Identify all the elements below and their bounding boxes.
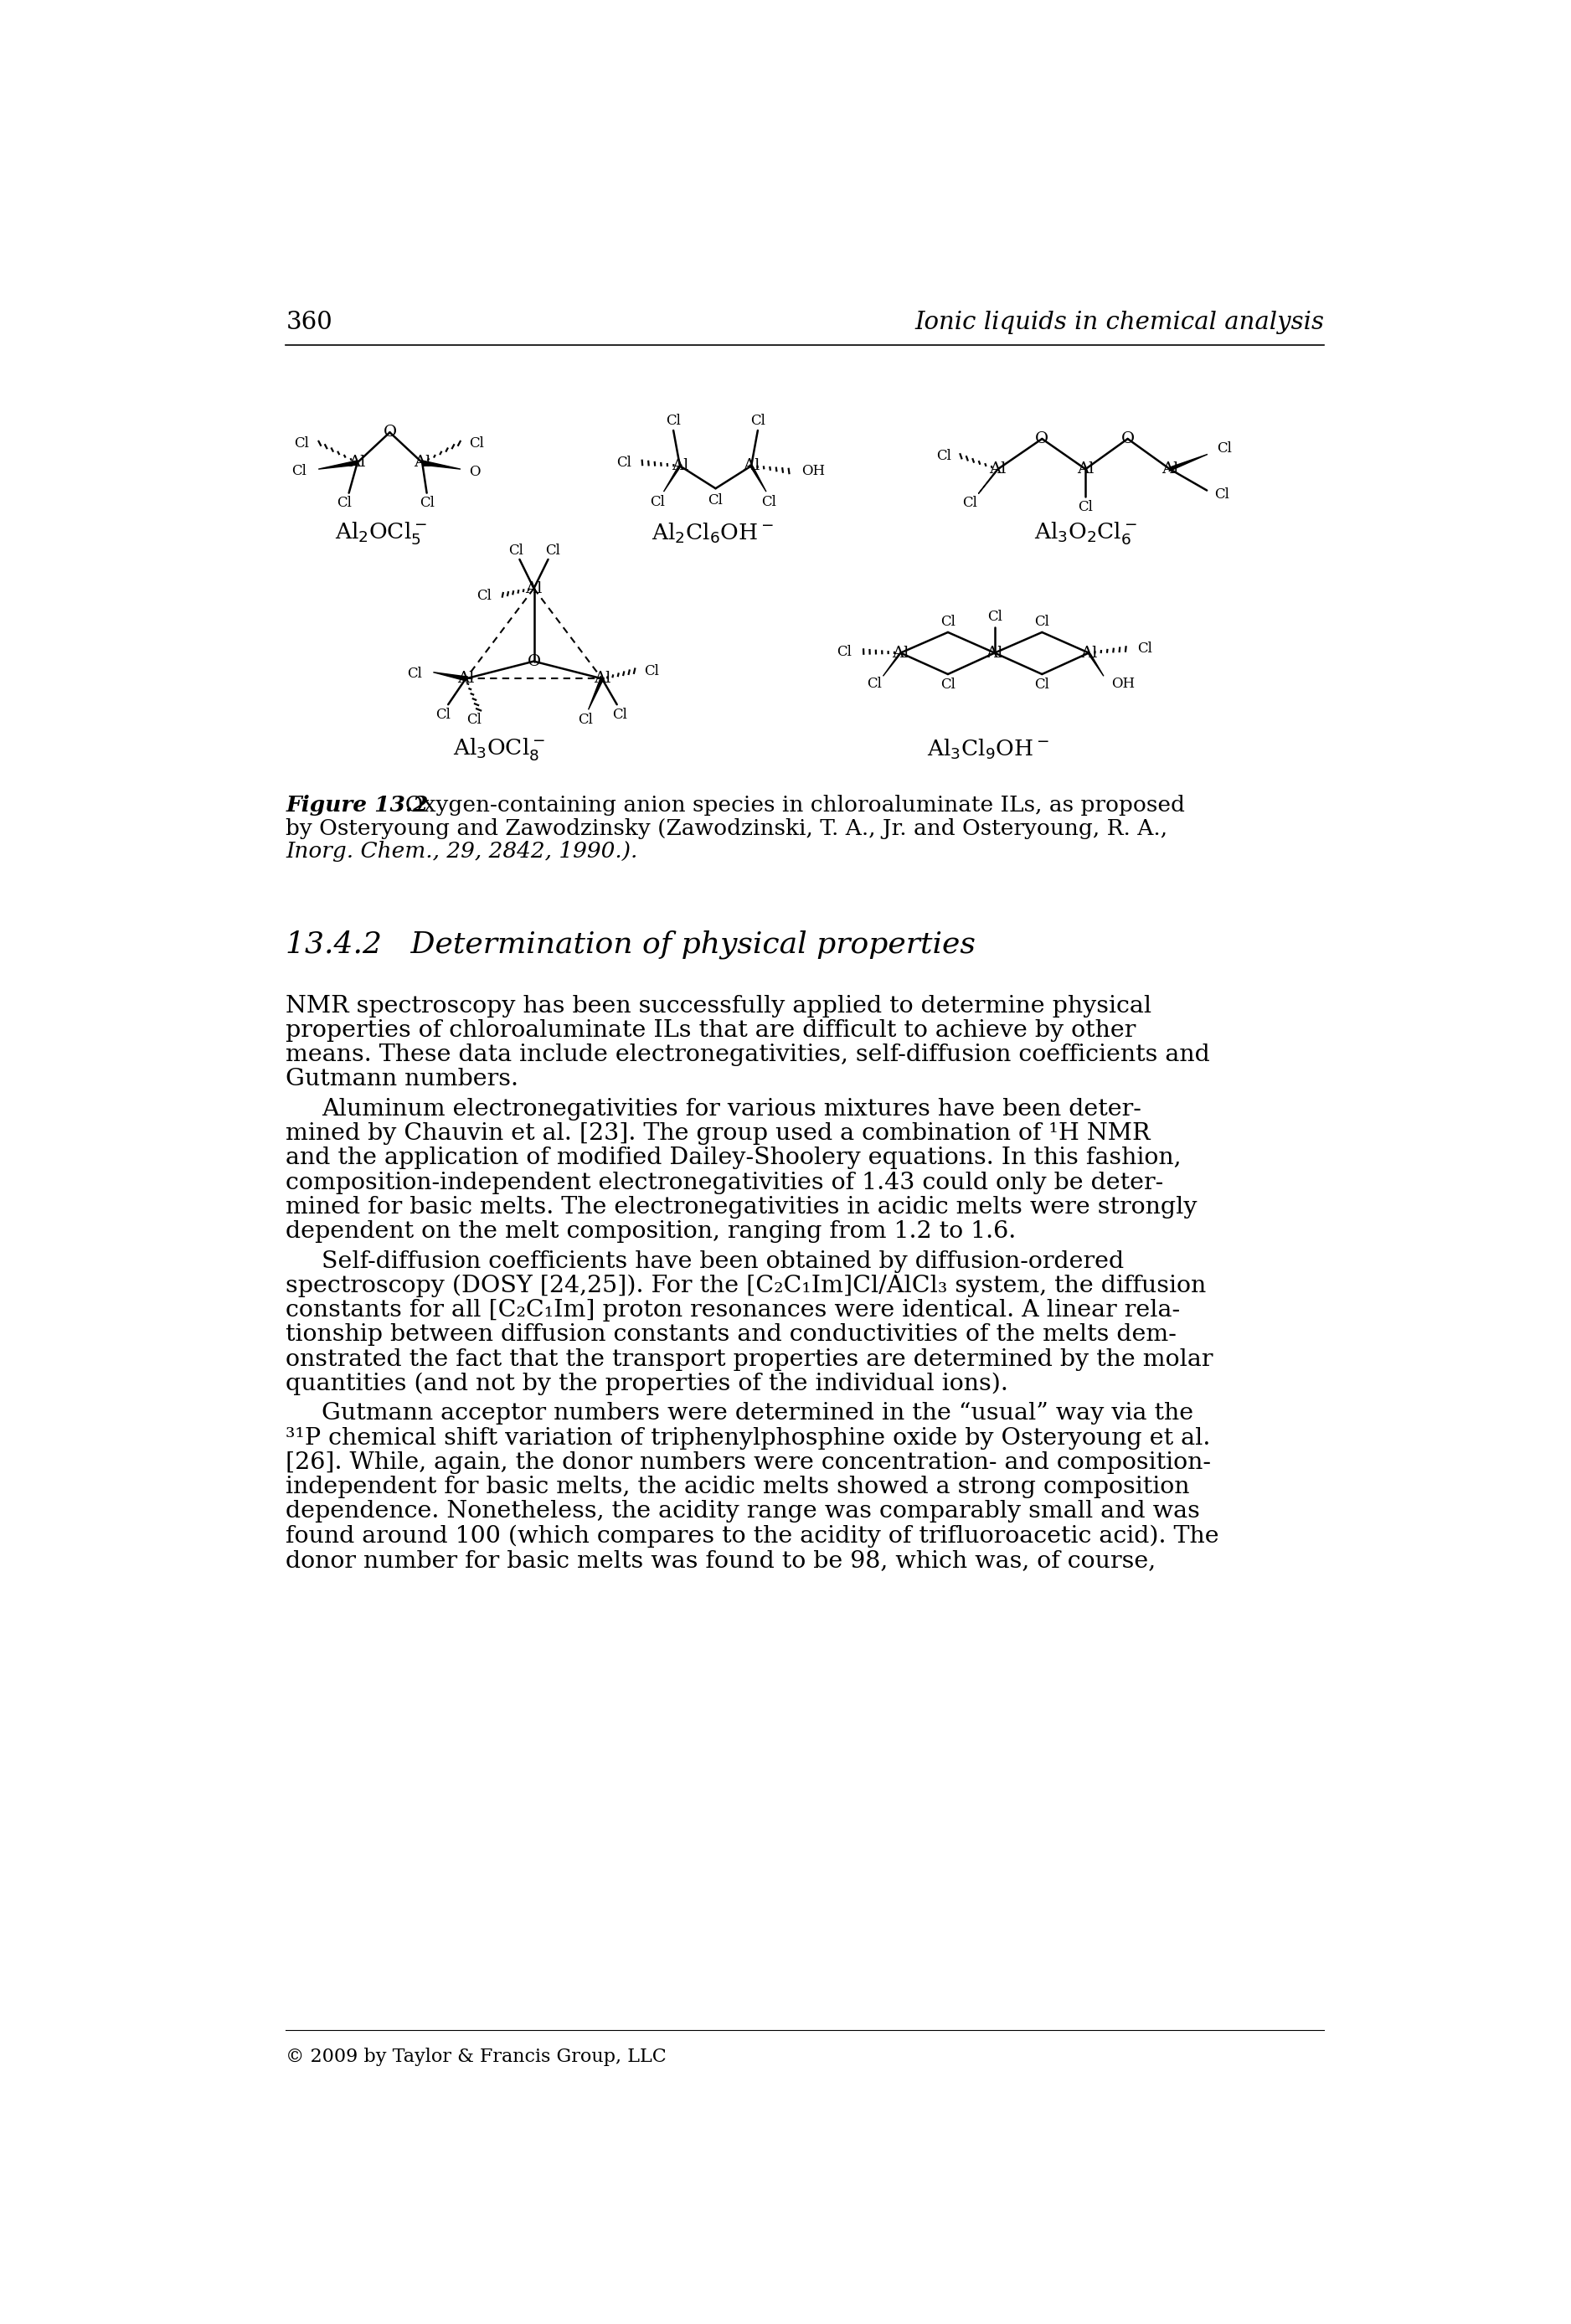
Text: composition-independent electronegativities of 1.43 could only be deter-: composition-independent electronegativit… bbox=[286, 1171, 1164, 1195]
Text: O: O bbox=[1035, 432, 1049, 446]
Text: means. These data include electronegativities, self-diffusion coefficients and: means. These data include electronegativ… bbox=[286, 1043, 1210, 1067]
Text: Cl: Cl bbox=[336, 495, 352, 511]
Polygon shape bbox=[589, 679, 605, 709]
Text: Cl: Cl bbox=[644, 665, 660, 679]
Text: dependence. Nonetheless, the acidity range was comparably small and was: dependence. Nonetheless, the acidity ran… bbox=[286, 1501, 1200, 1522]
Text: Al$_3$Cl$_9$OH$^-$: Al$_3$Cl$_9$OH$^-$ bbox=[927, 737, 1049, 762]
Text: donor number for basic melts was found to be 98, which was, of course,: donor number for basic melts was found t… bbox=[286, 1550, 1156, 1571]
Text: Cl: Cl bbox=[987, 609, 1002, 623]
Polygon shape bbox=[883, 651, 902, 676]
Text: ³¹P chemical shift variation of triphenylphosphine oxide by Osteryoung et al.: ³¹P chemical shift variation of tripheny… bbox=[286, 1427, 1211, 1450]
Text: Cl: Cl bbox=[476, 588, 492, 604]
Text: Cl: Cl bbox=[1214, 488, 1229, 502]
Text: tionship between diffusion constants and conductivities of the melts dem-: tionship between diffusion constants and… bbox=[286, 1325, 1177, 1346]
Text: Al: Al bbox=[525, 581, 542, 595]
Text: Al$_3$OCl$_8^-$: Al$_3$OCl$_8^-$ bbox=[454, 737, 545, 762]
Text: Al: Al bbox=[1078, 462, 1093, 476]
Text: Cl: Cl bbox=[963, 495, 977, 509]
Text: Cl: Cl bbox=[435, 709, 451, 723]
Text: mined by Chauvin et al. [23]. The group used a combination of ¹H NMR: mined by Chauvin et al. [23]. The group … bbox=[286, 1122, 1150, 1146]
Text: Oxygen-containing anion species in chloroaluminate ILs, as proposed: Oxygen-containing anion species in chlor… bbox=[391, 795, 1185, 816]
Text: Gutmann numbers.: Gutmann numbers. bbox=[286, 1069, 518, 1090]
Text: Cl: Cl bbox=[545, 544, 561, 558]
Text: Cl: Cl bbox=[936, 449, 950, 462]
Text: NMR spectroscopy has been successfully applied to determine physical: NMR spectroscopy has been successfully a… bbox=[286, 995, 1152, 1018]
Text: Cl: Cl bbox=[292, 465, 306, 479]
Text: Cl: Cl bbox=[867, 676, 881, 690]
Polygon shape bbox=[319, 460, 358, 469]
Text: O: O bbox=[383, 425, 396, 439]
Text: Cl: Cl bbox=[1078, 500, 1093, 514]
Text: Al: Al bbox=[987, 646, 1004, 660]
Text: Cl: Cl bbox=[837, 644, 851, 658]
Text: dependent on the melt composition, ranging from 1.2 to 1.6.: dependent on the melt composition, rangi… bbox=[286, 1220, 1016, 1243]
Text: Al$_2$OCl$_5^-$: Al$_2$OCl$_5^-$ bbox=[335, 521, 427, 546]
Text: Cl: Cl bbox=[709, 493, 723, 507]
Text: Cl: Cl bbox=[616, 456, 632, 469]
Text: Al: Al bbox=[349, 456, 366, 469]
Text: Al: Al bbox=[892, 646, 910, 660]
Text: independent for basic melts, the acidic melts showed a strong composition: independent for basic melts, the acidic … bbox=[286, 1476, 1189, 1499]
Text: Al: Al bbox=[1161, 462, 1178, 476]
Text: Inorg. Chem., 29, 2842, 1990.).: Inorg. Chem., 29, 2842, 1990.). bbox=[286, 841, 638, 862]
Text: © 2009 by Taylor & Francis Group, LLC: © 2009 by Taylor & Francis Group, LLC bbox=[286, 2047, 666, 2066]
Text: Cl: Cl bbox=[470, 437, 484, 451]
Text: Cl: Cl bbox=[941, 616, 955, 630]
Polygon shape bbox=[979, 467, 999, 493]
Text: Cl: Cl bbox=[578, 713, 592, 727]
Text: O: O bbox=[470, 465, 481, 479]
Text: OH: OH bbox=[1111, 676, 1134, 690]
Text: Ionic liquids in chemical analysis: Ionic liquids in chemical analysis bbox=[914, 311, 1324, 335]
Text: Self-diffusion coefficients have been obtained by diffusion-ordered: Self-diffusion coefficients have been ob… bbox=[322, 1250, 1123, 1274]
Text: Al: Al bbox=[743, 458, 760, 474]
Text: O: O bbox=[528, 653, 540, 669]
Text: Al: Al bbox=[671, 458, 688, 474]
Text: Aluminum electronegativities for various mixtures have been deter-: Aluminum electronegativities for various… bbox=[322, 1097, 1142, 1120]
Text: Al: Al bbox=[413, 456, 430, 469]
Text: Cl: Cl bbox=[1216, 442, 1232, 456]
Text: Cl: Cl bbox=[751, 414, 765, 428]
Text: Cl: Cl bbox=[507, 544, 523, 558]
Text: Cl: Cl bbox=[407, 667, 423, 681]
Text: found around 100 (which compares to the acidity of trifluoroacetic acid). The: found around 100 (which compares to the … bbox=[286, 1525, 1219, 1548]
Text: Cl: Cl bbox=[1035, 676, 1049, 693]
Text: Cl: Cl bbox=[941, 676, 955, 693]
Text: Al: Al bbox=[990, 462, 1007, 476]
Polygon shape bbox=[434, 672, 467, 681]
Text: Cl: Cl bbox=[1035, 616, 1049, 630]
Text: onstrated the fact that the transport properties are determined by the molar: onstrated the fact that the transport pr… bbox=[286, 1348, 1213, 1371]
Text: quantities (and not by the properties of the individual ions).: quantities (and not by the properties of… bbox=[286, 1373, 1009, 1394]
Text: 360: 360 bbox=[286, 311, 333, 335]
Text: Cl: Cl bbox=[666, 414, 680, 428]
Text: [26]. While, again, the donor numbers were concentration- and composition-: [26]. While, again, the donor numbers we… bbox=[286, 1450, 1211, 1473]
Text: Cl: Cl bbox=[419, 495, 434, 511]
Text: Cl: Cl bbox=[613, 709, 627, 723]
Polygon shape bbox=[663, 465, 682, 493]
Text: constants for all [C₂C₁Im] proton resonances were identical. A linear rela-: constants for all [C₂C₁Im] proton resona… bbox=[286, 1299, 1180, 1322]
Polygon shape bbox=[749, 465, 767, 493]
Text: Al$_3$O$_2$Cl$_6^-$: Al$_3$O$_2$Cl$_6^-$ bbox=[1034, 521, 1137, 546]
Text: Al: Al bbox=[457, 672, 474, 686]
Text: mined for basic melts. The electronegativities in acidic melts were strongly: mined for basic melts. The electronegati… bbox=[286, 1197, 1197, 1218]
Text: Cl: Cl bbox=[650, 495, 665, 509]
Text: Cl: Cl bbox=[467, 713, 482, 727]
Polygon shape bbox=[1087, 651, 1104, 676]
Text: by Osteryoung and Zawodzinsky (Zawodzinski, T. A., Jr. and Osteryoung, R. A.,: by Osteryoung and Zawodzinsky (Zawodzins… bbox=[286, 818, 1167, 839]
Text: Al$_2$Cl$_6$OH$^-$: Al$_2$Cl$_6$OH$^-$ bbox=[652, 521, 773, 546]
Polygon shape bbox=[1169, 453, 1208, 472]
Text: Cl: Cl bbox=[294, 437, 308, 451]
Text: spectroscopy (DOSY [24,25]). For the [C₂C₁Im]Cl/AlCl₃ system, the diffusion: spectroscopy (DOSY [24,25]). For the [C₂… bbox=[286, 1274, 1207, 1297]
Text: properties of chloroaluminate ILs that are difficult to achieve by other: properties of chloroaluminate ILs that a… bbox=[286, 1020, 1136, 1041]
Text: Al: Al bbox=[594, 672, 611, 686]
Text: Al: Al bbox=[1081, 646, 1097, 660]
Text: O: O bbox=[1122, 432, 1134, 446]
Text: OH: OH bbox=[801, 465, 825, 479]
Text: and the application of modified Dailey-Shoolery equations. In this fashion,: and the application of modified Dailey-S… bbox=[286, 1146, 1181, 1169]
Text: Cl: Cl bbox=[1137, 641, 1153, 655]
Polygon shape bbox=[423, 460, 460, 469]
Text: Cl: Cl bbox=[762, 495, 776, 509]
Text: Figure 13.2: Figure 13.2 bbox=[286, 795, 429, 816]
Text: Gutmann acceptor numbers were determined in the “usual” way via the: Gutmann acceptor numbers were determined… bbox=[322, 1401, 1194, 1425]
Text: 13.4.2   Determination of physical properties: 13.4.2 Determination of physical propert… bbox=[286, 930, 976, 960]
